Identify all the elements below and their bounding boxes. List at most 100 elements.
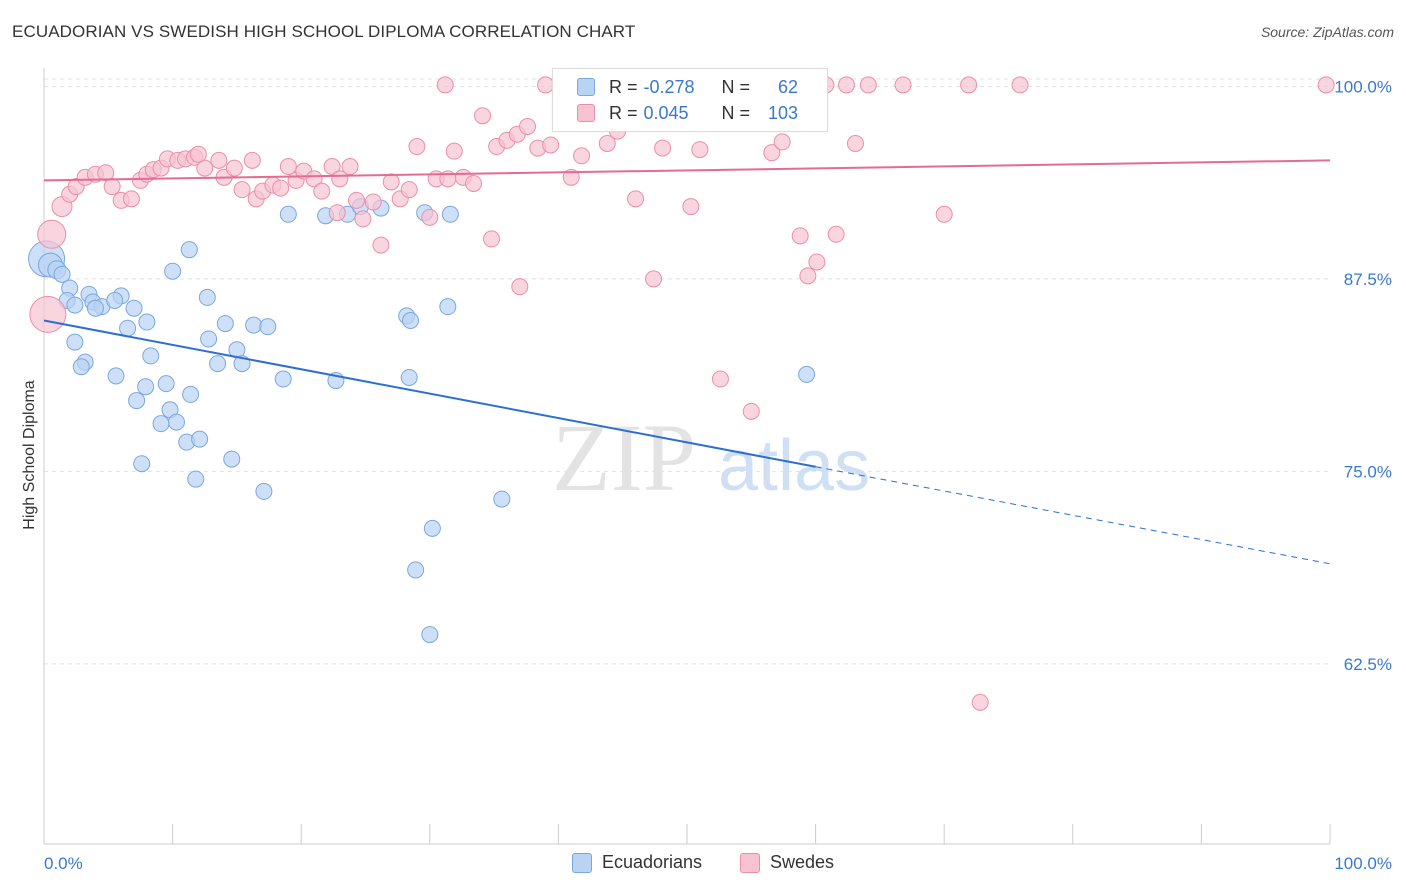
legend-swatch-swedes xyxy=(577,104,595,122)
ecuadorian-point xyxy=(255,482,273,500)
swede-point xyxy=(837,76,855,94)
ecuadorian-point xyxy=(441,205,459,223)
legend-swatch-swedes xyxy=(740,852,761,873)
ecuadorian-point xyxy=(133,455,151,473)
legend-row-ecuadorians: R = -0.278 N = 62 xyxy=(577,75,798,99)
y-tick-label: 75.0% xyxy=(1344,462,1392,481)
ecuadorian-point xyxy=(402,312,420,330)
ecuadorian-point xyxy=(164,262,182,280)
x-tick-label: 0.0% xyxy=(44,854,83,873)
swede-point xyxy=(894,76,912,94)
swede-point xyxy=(97,164,115,182)
swede-point xyxy=(243,151,261,169)
swede-trend-line xyxy=(43,159,1331,182)
legend-r-label: R = xyxy=(609,76,638,97)
ecuadorian-point xyxy=(245,316,263,334)
ecuadorian-point xyxy=(72,358,90,376)
legend-swatch-ecuadorians xyxy=(577,78,595,96)
ecuadorian-point xyxy=(798,365,816,383)
ecuadorian-point xyxy=(200,330,218,348)
y-tick-label: 100.0% xyxy=(1334,77,1392,96)
watermark-atlas: atlas xyxy=(718,426,870,506)
swede-point xyxy=(37,219,67,249)
swede-point xyxy=(445,142,463,160)
swede-point xyxy=(808,253,826,271)
swede-point xyxy=(511,278,529,296)
swede-point xyxy=(846,134,864,152)
swede-point xyxy=(29,295,67,333)
swede-point xyxy=(408,138,426,156)
swede-point xyxy=(1317,76,1335,94)
source-label: Source: ZipAtlas.com xyxy=(1260,24,1394,40)
ecuadorian-point xyxy=(198,288,216,306)
ecuadorian-point xyxy=(157,375,175,393)
points xyxy=(28,76,1335,711)
swede-point xyxy=(364,193,382,211)
swede-point xyxy=(436,76,454,94)
swede-point xyxy=(682,198,700,216)
legend-n-value: 103 xyxy=(767,102,799,123)
ecuadorian-point xyxy=(125,299,143,317)
swede-point xyxy=(483,230,501,248)
legend-n-value: 62 xyxy=(778,76,799,97)
tick-labels: 100.0% 87.5% 75.0% 62.5% 0.0% 100.0% xyxy=(44,77,1392,873)
axes xyxy=(43,68,1331,845)
swede-point xyxy=(773,133,791,151)
swede-point xyxy=(654,139,672,157)
x-tick-label: 100.0% xyxy=(1334,854,1392,873)
ecuadorian-trend-extension xyxy=(815,466,1331,565)
ecuadorian-point xyxy=(119,319,137,337)
swede-point xyxy=(354,210,372,228)
swede-point xyxy=(122,190,140,208)
ecuadorian-point xyxy=(182,385,200,403)
ecuadorian-point xyxy=(86,299,104,317)
ecuadorian-point xyxy=(259,318,277,336)
ecuadorian-point xyxy=(223,450,241,468)
swede-point xyxy=(341,158,359,176)
legend-swatch-ecuadorians xyxy=(571,852,592,873)
ecuadorian-point xyxy=(439,298,457,316)
ecuadorian-point xyxy=(142,347,160,365)
ecuadorian-trend-line xyxy=(43,319,816,468)
legend-label-swedes: Swedes xyxy=(770,852,835,872)
swede-point xyxy=(562,168,580,186)
ecuadorian-point xyxy=(400,368,418,386)
legend-label-ecuadorians: Ecuadorians xyxy=(601,852,703,872)
swede-point xyxy=(573,147,591,165)
swede-point xyxy=(279,158,297,176)
ecuadorian-point xyxy=(152,415,170,433)
legend-n-label: N = xyxy=(721,76,751,97)
ecuadorian-point xyxy=(66,296,84,314)
swede-point xyxy=(225,159,243,177)
swede-point xyxy=(400,181,418,199)
swede-point xyxy=(421,208,439,226)
swede-point xyxy=(971,693,989,711)
swede-point xyxy=(328,204,346,222)
ecuadorian-point xyxy=(407,561,425,579)
trend-lines xyxy=(43,159,1331,565)
ecuadorian-point xyxy=(421,626,439,644)
swede-point xyxy=(382,173,400,191)
ecuadorian-point xyxy=(137,378,155,396)
chart-title: ECUADORIAN VS SWEDISH HIGH SCHOOL DIPLOM… xyxy=(12,22,636,41)
ecuadorian-point xyxy=(423,519,441,537)
swede-point xyxy=(827,225,845,243)
swede-point xyxy=(210,151,228,169)
ecuadorian-point xyxy=(167,413,185,431)
ecuadorian-point xyxy=(107,367,125,385)
swede-point xyxy=(711,370,729,388)
swede-point xyxy=(474,107,492,125)
legend-item-swedes[interactable]: Swedes xyxy=(740,852,834,873)
ecuadorian-point xyxy=(209,355,227,373)
swede-point xyxy=(627,190,645,208)
swede-point xyxy=(347,191,365,209)
ecuadorian-point xyxy=(106,291,124,309)
swede-point xyxy=(233,181,251,199)
swede-point xyxy=(645,270,663,288)
swede-point xyxy=(960,76,978,94)
ecuadorian-point xyxy=(128,392,146,410)
y-tick-label: 87.5% xyxy=(1344,270,1392,289)
legend-item-ecuadorians[interactable]: Ecuadorians xyxy=(571,852,703,873)
stats-legend: R = -0.278 N = 62 R = 0.045 N = 103 xyxy=(552,68,828,132)
